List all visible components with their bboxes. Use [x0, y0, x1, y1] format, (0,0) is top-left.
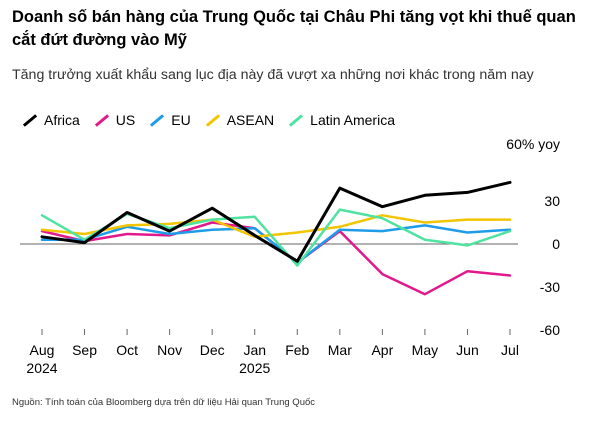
legend-swatch: [289, 113, 304, 127]
line-chart: 60% yoy 30 0 -30 -60 Aug Sep Oct Nov Dec Jan Feb Mar…: [20, 136, 560, 376]
series-line-eu: [40, 224, 512, 264]
series-line-asean: [40, 214, 512, 239]
legend: Africa US EU ASEAN Latin America: [22, 112, 409, 128]
legend-swatch: [150, 113, 165, 127]
legend-label: ASEAN: [226, 112, 275, 128]
x-tick-label: Mar: [328, 342, 352, 358]
legend-item-eu: EU: [149, 112, 191, 128]
chart-subtitle: Tăng trưởng xuất khẩu sang lục địa này đ…: [12, 67, 534, 83]
legend-swatch: [22, 113, 38, 127]
x-tick-label: Apr: [371, 342, 393, 358]
x-tick-label: Jan: [243, 342, 266, 358]
x-year-label: 2024: [26, 360, 57, 376]
chart-title: Doanh số bán hàng của Trung Quốc tại Châ…: [12, 8, 576, 49]
legend-item-latin-america: Latin America: [288, 112, 395, 128]
x-tick-label: Oct: [116, 342, 138, 358]
series-line-africa: [40, 180, 512, 263]
legend-item-africa: Africa: [22, 112, 80, 128]
series-line-us: [40, 221, 512, 296]
y-tick-label: -60: [540, 322, 560, 338]
x-tick-label: Jul: [501, 342, 519, 358]
y-axis-unit-label: 60% yoy: [506, 136, 560, 152]
legend-swatch: [205, 113, 220, 127]
y-tick-label: 30: [544, 193, 560, 209]
x-tick-label: May: [412, 342, 438, 358]
x-tick-label: Aug: [30, 342, 55, 358]
y-tick-label: -30: [540, 279, 560, 295]
legend-item-asean: ASEAN: [205, 112, 274, 128]
legend-item-us: US: [94, 112, 135, 128]
x-tick-label: Feb: [285, 342, 309, 358]
y-tick-label: 0: [552, 236, 560, 252]
legend-label: Africa: [44, 112, 80, 128]
legend-label: US: [115, 112, 136, 128]
x-year-label: 2025: [239, 360, 270, 376]
legend-label: EU: [171, 112, 191, 128]
x-tick-label: Nov: [157, 342, 182, 358]
x-tick-label: Sep: [72, 342, 97, 358]
x-tick-label: Dec: [200, 342, 225, 358]
source-note: Nguồn: Tính toán của Bloomberg dựa trên …: [12, 397, 316, 408]
legend-label: Latin America: [310, 112, 395, 128]
x-tick-label: Jun: [456, 342, 479, 358]
legend-swatch: [94, 113, 109, 127]
